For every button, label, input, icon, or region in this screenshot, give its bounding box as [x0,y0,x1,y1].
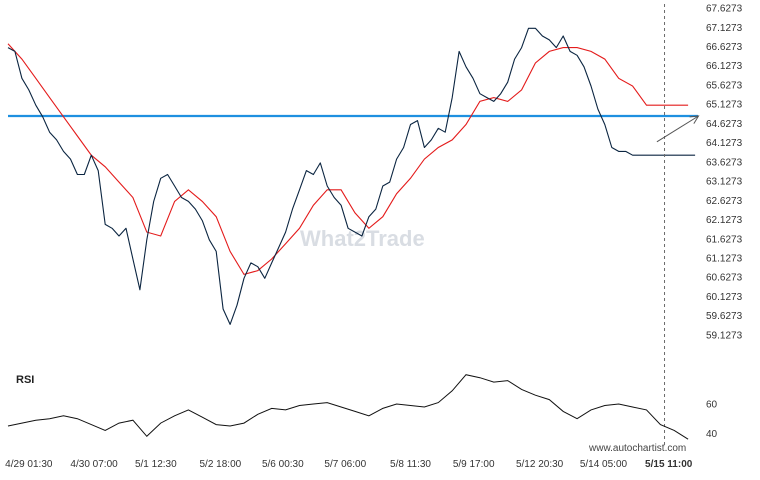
price-y-tick-label: 61.6273 [706,234,743,245]
rsi-y-tick-label: 40 [706,429,718,440]
price-y-tick-label: 67.1273 [706,23,743,34]
x-tick-label: 5/12 20:30 [516,459,564,470]
forecast-arrow-line [656,115,699,143]
price-y-tick-label: 66.6273 [706,42,743,53]
price-y-tick-label: 59.1273 [706,330,743,341]
price-line [7,27,696,325]
x-tick-label: 4/29 01:30 [5,459,53,470]
price-y-tick-label: 66.1273 [706,61,743,72]
price-y-tick-label: 60.6273 [706,273,743,284]
price-y-tick-label: 63.6273 [706,157,743,168]
x-tick-label: 5/7 06:00 [324,459,366,470]
x-axis: 4/29 01:30 4/30 07:00 5/1 12:30 5/2 18:00 5/… [5,459,693,470]
credit-text: www.autochartist.com [588,443,686,454]
price-y-tick-label: 61.1273 [706,253,743,264]
price-y-tick-label: 60.1273 [706,292,743,303]
x-tick-label: 4/30 07:00 [70,459,118,470]
x-tick-label: 5/15 11:00 [645,459,693,470]
rsi-line [7,374,689,440]
rsi-y-tick-label: 60 [706,400,718,411]
x-tick-label: 5/2 18:00 [200,459,242,470]
rsi-panel-label: RSI [16,374,34,386]
x-tick-label: 5/8 11:30 [390,459,431,470]
price-y-tick-label: 62.6273 [706,196,743,207]
rsi-panel: RSI 60 40 [7,374,718,440]
x-tick-label: 5/9 17:00 [453,459,495,470]
x-tick-label: 5/6 00:30 [262,459,304,470]
price-y-tick-label: 64.6273 [706,119,743,130]
watermark-text: What2Trade [300,226,425,251]
x-tick-label: 5/1 12:30 [135,459,177,470]
price-y-tick-label: 65.6273 [706,80,743,91]
moving-average-line [7,43,689,276]
price-panel: 67.6273 67.1273 66.6273 66.1273 65.6273 65.12… [7,4,743,448]
price-y-tick-label: 63.1273 [706,177,743,188]
forecast-arrowhead [689,115,700,124]
watermark: What2Trade [300,226,425,251]
price-y-tick-label: 64.1273 [706,138,743,149]
price-y-tick-label: 62.1273 [706,215,743,226]
price-y-tick-label: 67.6273 [706,4,743,15]
x-tick-label: 5/14 05:00 [580,459,628,470]
price-y-tick-label: 59.6273 [706,311,743,322]
price-y-tick-label: 65.1273 [706,100,743,111]
